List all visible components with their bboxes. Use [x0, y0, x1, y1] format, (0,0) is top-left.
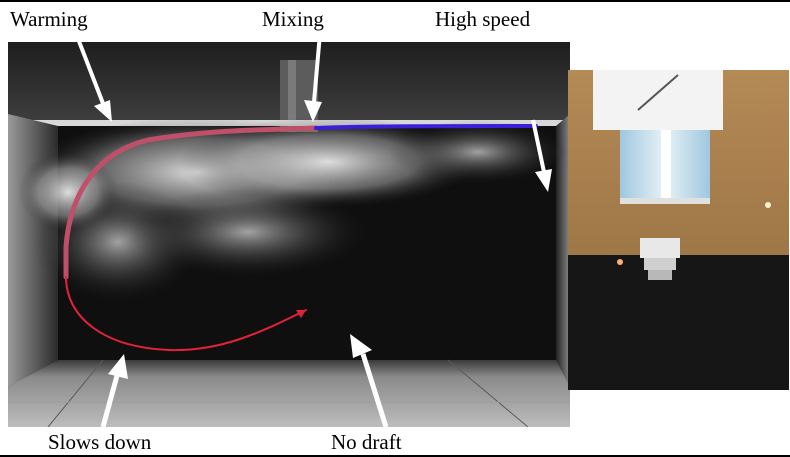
- label-slows-down: Slows down: [48, 430, 152, 454]
- label-warming: Warming: [10, 7, 88, 31]
- flow-path-high-speed: [314, 124, 538, 130]
- label-mixing: Mixing: [262, 7, 324, 31]
- arrow-mixing: [304, 42, 322, 122]
- flow-path-arrowhead: [296, 310, 306, 318]
- flow-path-warm: [63, 125, 319, 280]
- arrow-high-speed: [531, 119, 552, 192]
- ceiling-diffuser-photo: [568, 70, 789, 390]
- flow-path-slow: [65, 276, 307, 352]
- label-no-draft: No draft: [331, 430, 402, 454]
- arrow-no-draft: [350, 334, 389, 427]
- bottom-rule: [0, 455, 790, 457]
- label-high-speed: High speed: [435, 7, 531, 31]
- smoke-visualization-photo: [8, 42, 570, 427]
- arrow-warming: [77, 42, 112, 122]
- arrow-slows-down: [100, 354, 128, 427]
- top-rule: [0, 0, 790, 2]
